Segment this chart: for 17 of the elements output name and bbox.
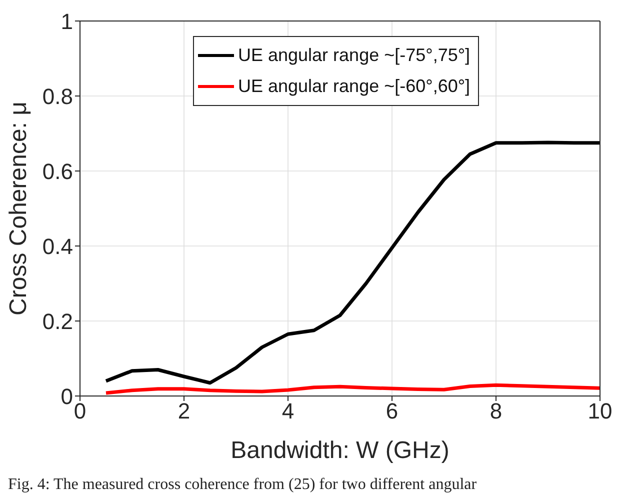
y-tick-label: 0.4 bbox=[42, 234, 73, 259]
y-axis-title: Cross Coherence: μ bbox=[5, 102, 32, 316]
y-tick-label: 1 bbox=[60, 8, 73, 34]
caption: Fig. 4: The measured cross coherence from (25) for two different angular bbox=[8, 476, 478, 494]
y-tick-label: 0.6 bbox=[42, 158, 73, 184]
x-tick-label: 8 bbox=[490, 398, 502, 424]
y-tick-label: 0.2 bbox=[42, 308, 73, 334]
x-tick-label: 2 bbox=[178, 398, 190, 424]
x-axis-title: Bandwidth: W (GHz) bbox=[230, 437, 450, 464]
legend-label: UE angular range ~[-75°,75°] bbox=[238, 44, 470, 67]
x-tick-label: 6 bbox=[386, 398, 398, 424]
x-tick-label: 4 bbox=[282, 398, 294, 424]
line-series bbox=[104, 383, 600, 395]
line-series bbox=[104, 140, 600, 385]
legend-label: UE angular range ~[-60°,60°] bbox=[238, 75, 470, 98]
x-tick-label: 10 bbox=[588, 398, 612, 424]
y-tick-label: 0.8 bbox=[42, 84, 73, 109]
